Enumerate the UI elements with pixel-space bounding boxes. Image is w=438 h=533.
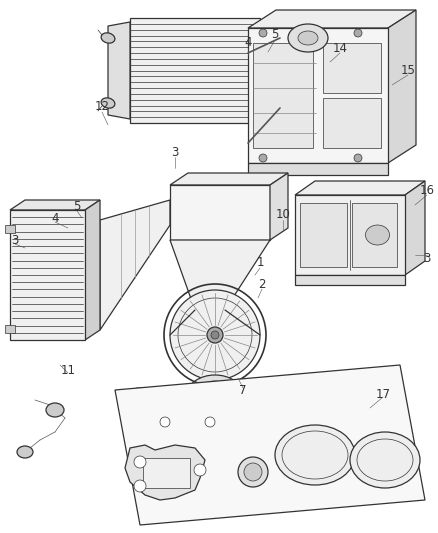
Ellipse shape	[134, 456, 146, 468]
Text: 16: 16	[420, 183, 434, 197]
Ellipse shape	[17, 446, 33, 458]
Ellipse shape	[259, 154, 267, 162]
Text: 7: 7	[239, 384, 247, 397]
Text: 17: 17	[375, 389, 391, 401]
Ellipse shape	[275, 425, 355, 485]
Polygon shape	[100, 200, 170, 330]
Polygon shape	[295, 181, 425, 195]
Polygon shape	[295, 275, 405, 285]
Polygon shape	[108, 22, 130, 119]
Text: 4: 4	[51, 212, 59, 224]
Bar	[5, 225, 15, 233]
Ellipse shape	[259, 29, 267, 37]
Polygon shape	[248, 28, 388, 163]
Bar	[323, 98, 381, 148]
Ellipse shape	[298, 31, 318, 45]
Ellipse shape	[354, 29, 362, 37]
Text: 11: 11	[60, 364, 75, 376]
Polygon shape	[10, 210, 85, 340]
Polygon shape	[170, 173, 288, 185]
Ellipse shape	[101, 33, 115, 43]
Ellipse shape	[288, 24, 328, 52]
Ellipse shape	[187, 375, 243, 415]
Ellipse shape	[160, 417, 170, 427]
Ellipse shape	[194, 464, 206, 476]
Ellipse shape	[211, 331, 219, 339]
Text: 15: 15	[401, 63, 415, 77]
Ellipse shape	[134, 480, 146, 492]
Polygon shape	[85, 200, 100, 340]
Ellipse shape	[365, 225, 389, 245]
Ellipse shape	[170, 290, 260, 380]
FancyBboxPatch shape	[128, 388, 242, 457]
Bar	[253, 43, 313, 148]
Text: 3: 3	[423, 252, 431, 264]
Polygon shape	[248, 163, 388, 175]
Polygon shape	[388, 10, 416, 163]
Text: 3: 3	[171, 146, 179, 158]
Polygon shape	[270, 173, 288, 240]
Ellipse shape	[101, 98, 115, 108]
Text: 5: 5	[271, 28, 279, 42]
Bar	[323, 43, 381, 93]
Text: 1: 1	[256, 256, 264, 270]
Ellipse shape	[195, 381, 235, 409]
Text: 4: 4	[244, 36, 252, 50]
Text: 2: 2	[258, 279, 266, 292]
Bar	[170, 185, 270, 240]
Bar	[130, 18, 260, 123]
Ellipse shape	[207, 327, 223, 343]
Text: 5: 5	[73, 200, 81, 214]
Polygon shape	[295, 195, 405, 275]
Bar	[5, 325, 15, 333]
Polygon shape	[248, 10, 416, 28]
Polygon shape	[143, 458, 190, 488]
Polygon shape	[115, 365, 425, 525]
Bar	[300, 203, 347, 267]
Text: 14: 14	[332, 42, 347, 54]
Ellipse shape	[350, 432, 420, 488]
Polygon shape	[125, 445, 205, 500]
Text: 3: 3	[11, 233, 19, 246]
Polygon shape	[10, 200, 100, 210]
Ellipse shape	[354, 154, 362, 162]
Ellipse shape	[46, 403, 64, 417]
Bar	[352, 203, 397, 267]
Ellipse shape	[244, 463, 262, 481]
Polygon shape	[405, 181, 425, 275]
Ellipse shape	[238, 457, 268, 487]
Text: 10: 10	[276, 208, 290, 222]
Text: 12: 12	[95, 101, 110, 114]
Polygon shape	[260, 22, 280, 119]
Ellipse shape	[205, 417, 215, 427]
Polygon shape	[170, 240, 270, 310]
